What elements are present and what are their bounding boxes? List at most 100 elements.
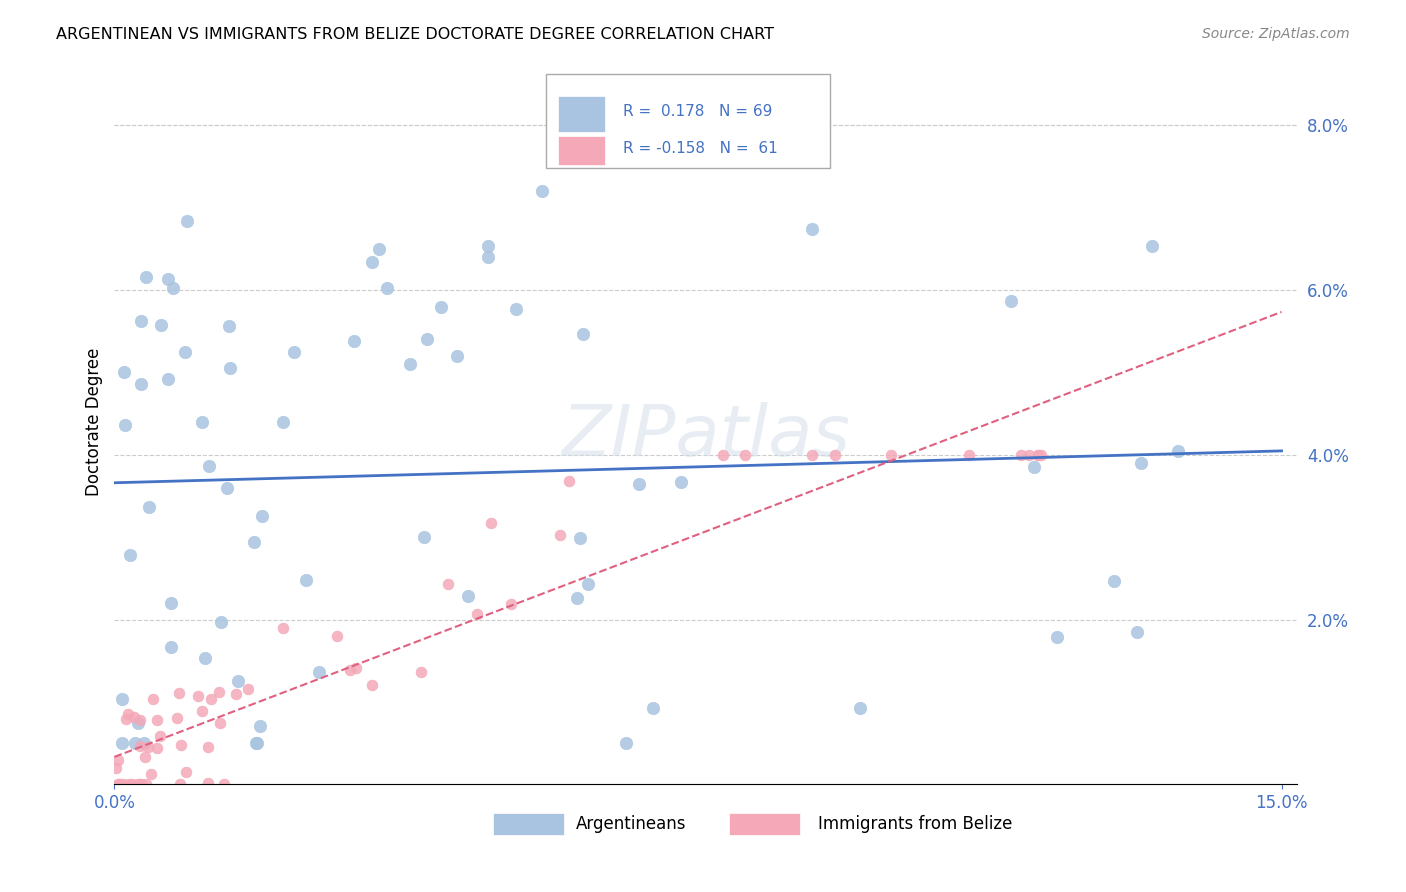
Point — [569, 532, 592, 546]
Point — [343, 334, 366, 348]
Point — [711, 448, 734, 462]
Point — [135, 269, 157, 284]
Point — [1026, 448, 1049, 462]
Bar — [558, 95, 605, 132]
Point — [1167, 444, 1189, 458]
Point — [107, 777, 129, 791]
Point — [273, 415, 295, 429]
Point — [145, 713, 167, 727]
Point — [166, 711, 188, 725]
Point — [209, 715, 232, 730]
Point — [295, 573, 318, 587]
Point — [112, 365, 135, 379]
Point — [576, 577, 599, 591]
Point — [174, 344, 197, 359]
Point — [118, 777, 141, 791]
Text: Source: ZipAtlas.com: Source: ZipAtlas.com — [1202, 27, 1350, 41]
Point — [271, 621, 294, 635]
Point — [218, 318, 240, 333]
Point — [499, 597, 522, 611]
Point — [149, 729, 172, 743]
Point — [134, 749, 156, 764]
Point — [225, 687, 247, 701]
Point — [245, 736, 267, 750]
Point — [176, 214, 198, 228]
Point — [801, 222, 824, 236]
Point — [212, 777, 235, 791]
Point — [136, 740, 159, 755]
Point — [339, 663, 361, 677]
Point — [138, 500, 160, 514]
Point — [170, 738, 193, 752]
Point — [194, 650, 217, 665]
Point — [734, 448, 756, 462]
Point — [200, 691, 222, 706]
Point — [167, 686, 190, 700]
Point — [117, 706, 139, 721]
Point — [361, 678, 384, 692]
Point — [375, 281, 398, 295]
Point — [1024, 460, 1046, 475]
Point — [643, 701, 665, 715]
Point — [243, 534, 266, 549]
Point — [326, 629, 349, 643]
Point — [360, 254, 382, 268]
Point — [207, 684, 229, 698]
Point — [249, 719, 271, 733]
Point — [219, 361, 242, 376]
Point — [111, 692, 134, 706]
Point — [848, 700, 870, 714]
Point — [465, 607, 488, 621]
Point — [824, 448, 846, 462]
Point — [409, 665, 432, 679]
Point — [139, 767, 162, 781]
Point — [146, 740, 169, 755]
Bar — [494, 814, 564, 835]
Point — [344, 661, 367, 675]
Point — [156, 272, 179, 286]
Point — [412, 530, 434, 544]
Point — [107, 753, 129, 767]
Point — [1000, 294, 1022, 309]
Text: ARGENTINEAN VS IMMIGRANTS FROM BELIZE DOCTORATE DEGREE CORRELATION CHART: ARGENTINEAN VS IMMIGRANTS FROM BELIZE DO… — [56, 27, 775, 42]
Point — [198, 458, 221, 473]
Point — [1010, 448, 1032, 462]
Point — [197, 776, 219, 790]
Point — [1102, 574, 1125, 588]
Point — [477, 238, 499, 252]
Point — [129, 376, 152, 391]
Point — [1029, 448, 1052, 462]
Point — [128, 713, 150, 727]
Point — [114, 712, 136, 726]
Point — [197, 739, 219, 754]
Bar — [730, 814, 800, 835]
Point — [132, 736, 155, 750]
Text: ZIPatlas: ZIPatlas — [561, 402, 851, 471]
Point — [1018, 448, 1040, 462]
Point — [416, 332, 439, 346]
Point — [127, 777, 149, 791]
Point — [124, 736, 146, 750]
Point — [209, 615, 232, 629]
Point — [129, 777, 152, 791]
Point — [127, 715, 149, 730]
Point — [399, 357, 422, 371]
Point — [614, 736, 637, 750]
Point — [215, 481, 238, 495]
Y-axis label: Doctorate Degree: Doctorate Degree — [86, 348, 103, 496]
Point — [104, 761, 127, 775]
Point — [191, 415, 214, 429]
Point — [572, 326, 595, 341]
Point — [162, 281, 184, 295]
Point — [108, 777, 131, 791]
Point — [1130, 456, 1153, 470]
Point — [111, 736, 134, 750]
Text: R = -0.158   N =  61: R = -0.158 N = 61 — [623, 141, 778, 155]
Point — [959, 448, 981, 462]
Point — [250, 508, 273, 523]
Point — [226, 674, 249, 689]
Point — [477, 250, 499, 264]
Point — [157, 372, 180, 386]
Point — [446, 349, 468, 363]
Point — [120, 548, 142, 562]
